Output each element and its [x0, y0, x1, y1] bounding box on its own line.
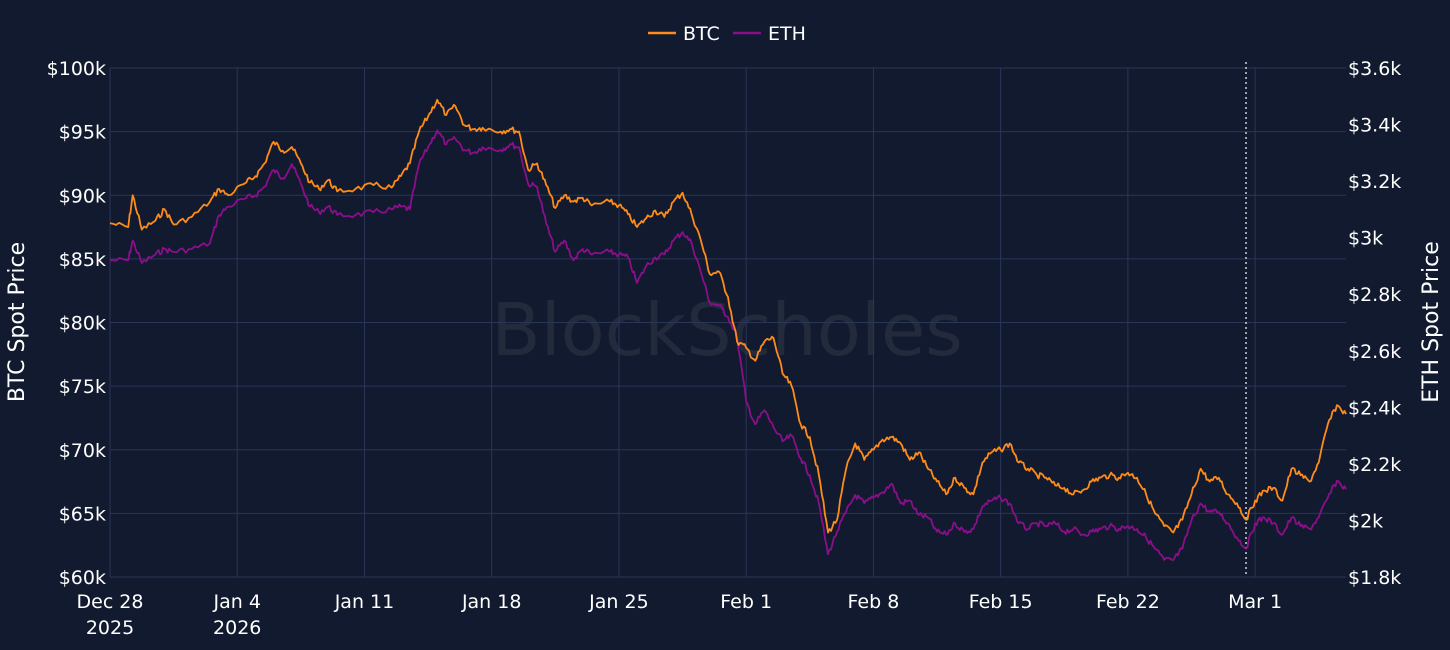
- series-line-eth: [109, 129, 1347, 561]
- x-tick-label: Jan 4: [213, 591, 261, 613]
- y-left-tick-label: $95k: [59, 122, 106, 144]
- y-right-tick-label: $3k: [1348, 228, 1383, 250]
- y-left-tick-label: $100k: [47, 58, 106, 80]
- x-tick-label: Jan 18: [461, 591, 522, 613]
- y-left-tick-label: $90k: [59, 185, 106, 207]
- x-tick-sublabel: 2026: [213, 617, 261, 639]
- y-left-tick-label: $65k: [59, 503, 106, 525]
- watermark: BlockScholes: [491, 288, 963, 372]
- y-right-tick-label: $2.4k: [1348, 397, 1401, 419]
- x-tick-sublabel: 2025: [86, 617, 134, 639]
- x-tick-label: Mar 1: [1228, 591, 1282, 613]
- y-left-tick-label: $70k: [59, 440, 106, 462]
- series-line-btc: [109, 98, 1347, 534]
- y-right-tick-label: $2.8k: [1348, 284, 1401, 306]
- y-left-tick-label: $85k: [59, 249, 106, 271]
- y-right-tick-label: $2.2k: [1348, 454, 1401, 476]
- x-tick-label: Jan 25: [588, 591, 649, 613]
- x-tick-label: Feb 8: [848, 591, 900, 613]
- x-tick-label: Feb 1: [720, 591, 772, 613]
- x-tick-label: Feb 15: [969, 591, 1033, 613]
- y-right-tick-label: $3.2k: [1348, 171, 1401, 193]
- grid: [109, 67, 1346, 578]
- y-right-tick-label: $1.8k: [1348, 567, 1401, 589]
- y-right-axis-title: ETH Spot Price: [1419, 241, 1444, 403]
- legend-eth-label: ETH: [768, 23, 806, 45]
- y-left-axis-title: BTC Spot Price: [5, 242, 30, 402]
- x-tick-label: Dec 28: [77, 591, 144, 613]
- legend[interactable]: BTC ETH: [648, 23, 806, 45]
- y-left-tick-label: $60k: [59, 567, 106, 589]
- x-tick-label: Jan 11: [334, 591, 395, 613]
- y-left-tick-label: $75k: [59, 376, 106, 398]
- series-layer: [109, 98, 1347, 561]
- legend-btc-label: BTC: [683, 23, 720, 45]
- y-right-tick-label: $3.4k: [1348, 115, 1401, 137]
- y-right-tick-label: $2k: [1348, 510, 1383, 532]
- y-left-tick-label: $80k: [59, 313, 106, 335]
- y-right-tick-label: $3.6k: [1348, 58, 1401, 80]
- x-tick-label: Feb 22: [1096, 591, 1160, 613]
- y-right-tick-label: $2.6k: [1348, 341, 1401, 363]
- axes: $60k $65k $70k $75k $80k $85k $90k $95k $100k $1.…: [47, 58, 1402, 639]
